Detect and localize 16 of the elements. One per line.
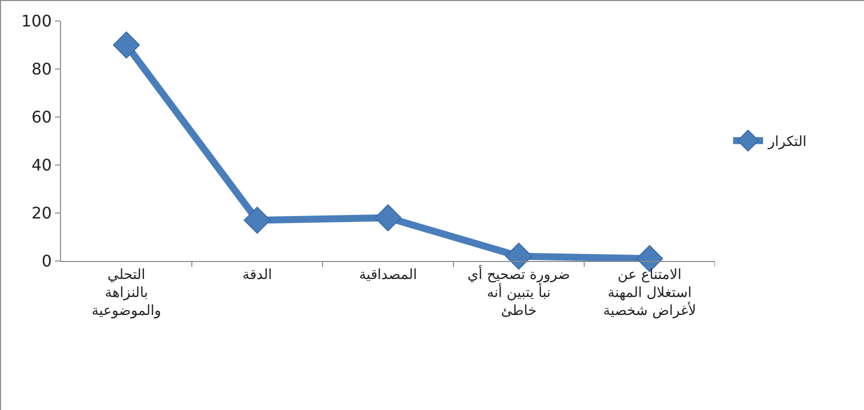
y-tick-label: 0	[42, 252, 52, 271]
y-tick-label: 20	[31, 204, 52, 223]
y-tick-label: 40	[31, 156, 52, 175]
point	[112, 32, 140, 58]
x-tick-label: التحلي بالنزاهة والموضوعية	[92, 266, 162, 320]
y-tick-label: 100	[21, 12, 52, 31]
x-tick-label: المصداقية	[358, 266, 418, 283]
point	[244, 206, 271, 234]
legend-label: التكرار	[767, 134, 807, 150]
point	[505, 242, 532, 270]
y-tick-label: 60	[31, 108, 52, 127]
point	[374, 204, 402, 232]
x-tick-label: ضرورة تصحيح أي نبأ يتبين أنه خاطئ	[468, 264, 570, 320]
y-tick-label: 80	[31, 60, 52, 79]
x-tick-label: الامتناع عن استغلال المهنة لأغراض شخصية	[603, 266, 696, 320]
x-tick-label: الدقة	[242, 266, 272, 283]
